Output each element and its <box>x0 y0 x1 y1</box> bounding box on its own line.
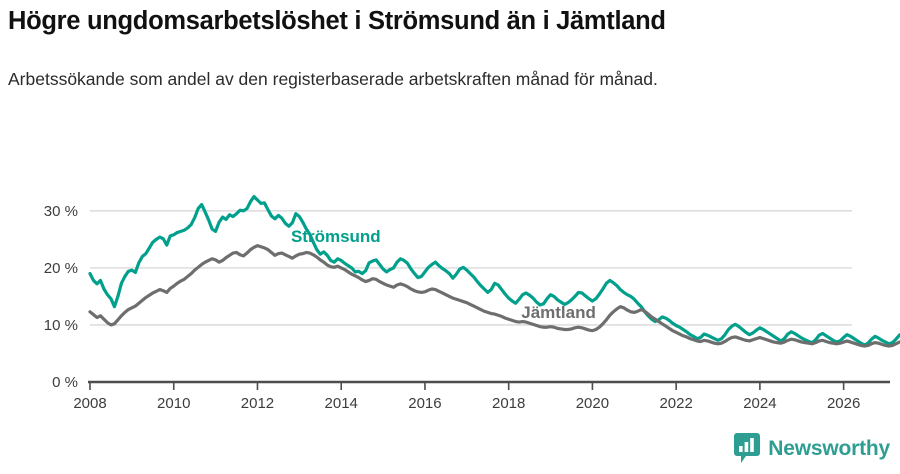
x-axis-tick-label: 2014 <box>325 395 358 412</box>
chart-canvas: 0 % 10 % 20 % 30 % 2008 2010 2012 2014 2016 2018… <box>44 194 900 412</box>
x-axis-tick-label: 2016 <box>408 395 441 412</box>
gridlines <box>90 210 852 326</box>
bar-chart-speech-bubble-icon <box>734 433 761 463</box>
x-axis-tick-label: 2012 <box>241 395 274 412</box>
x-axis-tick-label: 2024 <box>743 395 776 412</box>
x-axis <box>88 380 890 390</box>
series-line-strömsund <box>88 194 900 347</box>
x-axis-labels: 2008 2010 2012 2014 2016 2018 2020 2022 2024 2026 <box>73 395 860 412</box>
series-line-jämtland <box>88 244 900 348</box>
series-label-strömsund: Strömsund <box>291 227 381 246</box>
x-axis-tick-label: 2020 <box>576 395 609 412</box>
x-axis-tick-label: 2008 <box>73 395 106 412</box>
y-axis-labels: 0 % 10 % 20 % 30 % <box>44 203 78 391</box>
page-subtitle: Arbetssökande som andel av den registerb… <box>8 69 658 89</box>
page-title: Högre ungdomsarbetslöshet i Strömsund än… <box>8 7 666 35</box>
series-label-jämtland: Jämtland <box>521 303 596 322</box>
x-axis-tick-label: 2010 <box>157 395 190 412</box>
logo-svg <box>734 433 761 463</box>
brand-name: Newsworthy <box>768 436 890 460</box>
series-inline-labels: Strömsund Jämtland <box>291 227 596 322</box>
y-axis-tick-label: 0 % <box>52 374 78 391</box>
x-axis-tick-label: 2018 <box>492 395 525 412</box>
y-axis-tick-label: 30 % <box>44 203 78 220</box>
brand-footer: Newsworthy <box>734 430 890 466</box>
y-axis-tick-label: 20 % <box>44 260 78 277</box>
series-lines <box>88 194 900 348</box>
line-chart: 0 % 10 % 20 % 30 % 2008 2010 2012 2014 2016 2018… <box>0 160 900 420</box>
y-axis-tick-label: 10 % <box>44 317 78 334</box>
x-axis-tick-label: 2026 <box>827 395 860 412</box>
x-axis-tick-label: 2022 <box>659 395 692 412</box>
